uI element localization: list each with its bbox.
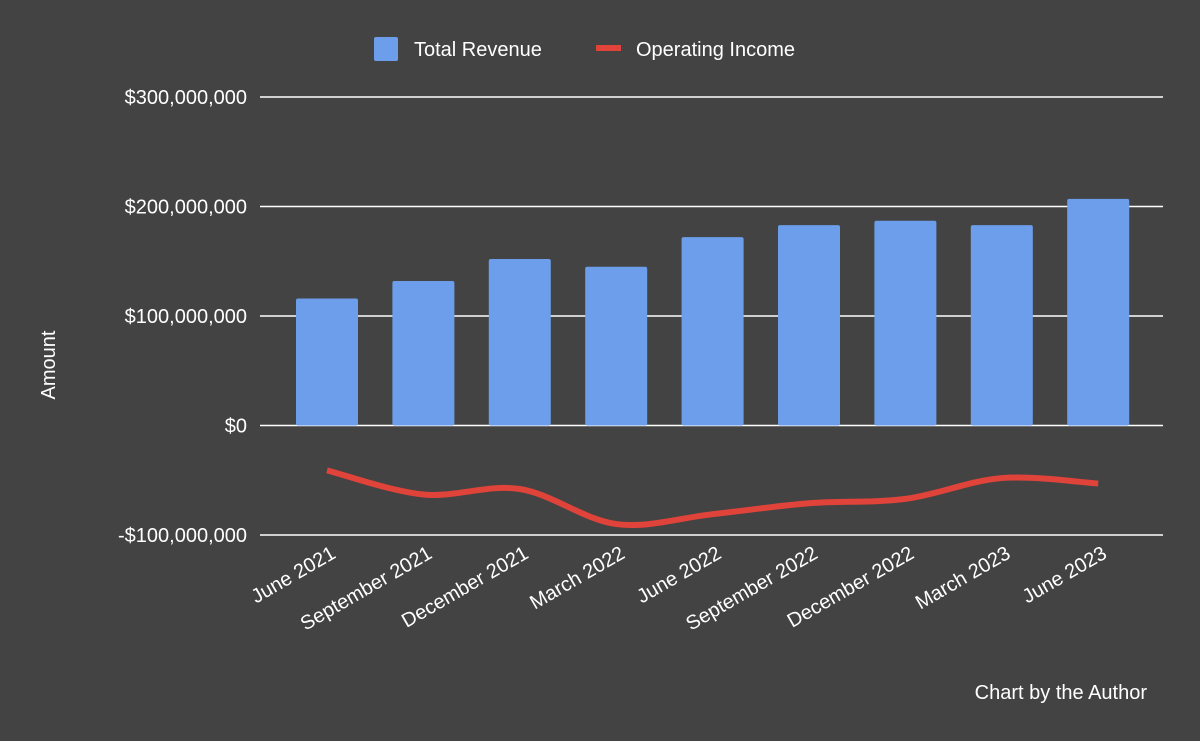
line-series — [326, 467, 1099, 528]
y-tick-label: $100,000,000 — [125, 306, 247, 328]
legend-swatch-operating-income — [596, 45, 621, 51]
y-tick-labels: $300,000,000 $200,000,000 $100,000,000 $0 -$… — [118, 87, 247, 547]
bar-total-revenue — [778, 225, 840, 426]
bar-total-revenue — [488, 259, 551, 426]
y-tick-label: $0 — [225, 416, 247, 438]
legend: Total Revenue Operating Income — [374, 37, 795, 61]
chart-credit: Chart by the Author — [975, 682, 1148, 704]
bar-total-revenue — [681, 237, 744, 426]
line-operating-income — [326, 467, 1099, 528]
bar-series — [296, 198, 1130, 426]
bar-total-revenue — [970, 225, 1033, 426]
y-tick-label: $200,000,000 — [125, 197, 247, 219]
legend-swatch-total-revenue — [374, 37, 398, 61]
bar-total-revenue — [392, 280, 455, 426]
bar-total-revenue — [296, 298, 358, 426]
bar-total-revenue — [874, 220, 937, 426]
y-tick-label: -$100,000,000 — [118, 525, 247, 547]
bar-total-revenue — [1067, 198, 1130, 426]
y-axis-title: Amount — [38, 330, 60, 399]
legend-label-operating-income: Operating Income — [636, 39, 795, 61]
bar-total-revenue — [585, 266, 648, 426]
legend-label-total-revenue: Total Revenue — [414, 39, 542, 61]
y-tick-label: $300,000,000 — [125, 87, 247, 109]
